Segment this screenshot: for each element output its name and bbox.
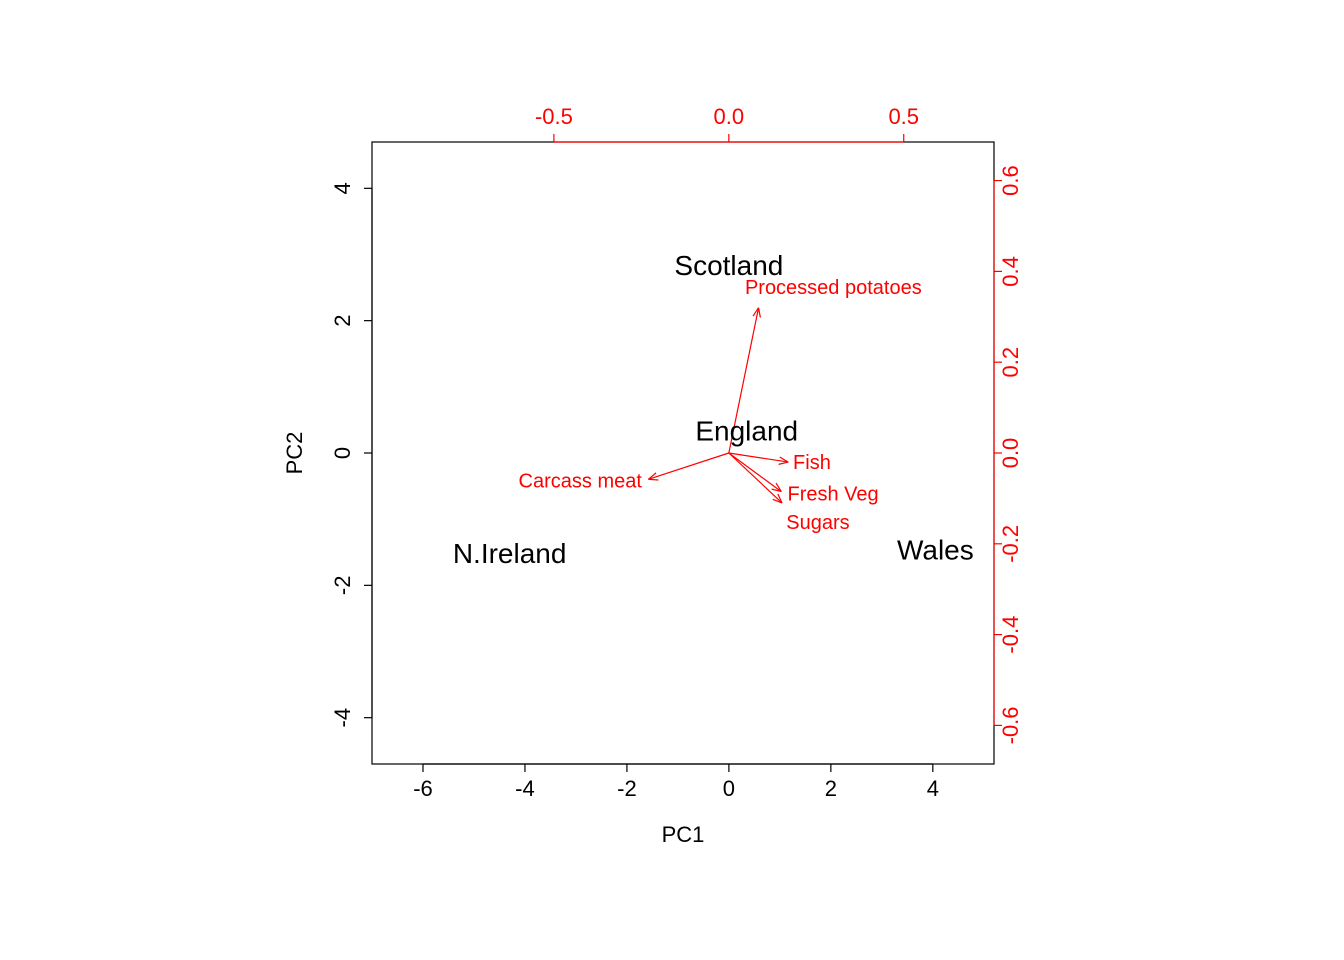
plot-box	[372, 142, 994, 764]
tick-label-right: 0.2	[998, 347, 1023, 378]
tick-label-bottom: -4	[515, 776, 535, 801]
loading-label: Fresh Veg	[788, 484, 879, 506]
tick-label-top: 0.5	[888, 104, 919, 129]
ylabel: PC2	[282, 432, 307, 475]
xlabel: PC1	[662, 822, 705, 847]
tick-label-bottom: -6	[413, 776, 433, 801]
tick-label-top: -0.5	[535, 104, 573, 129]
axis-top: -0.5 0.0 0.5	[535, 104, 919, 142]
observation-label: Wales	[897, 535, 974, 566]
tick-label-left: 0	[330, 447, 355, 459]
observation-label: Scotland	[674, 250, 783, 281]
tick-label-right: -0.2	[998, 525, 1023, 563]
tick-label-left: 4	[330, 182, 355, 194]
observation-label: England	[695, 416, 798, 447]
tick-label-bottom: 2	[825, 776, 837, 801]
observation-label: N.Ireland	[453, 538, 567, 569]
tick-label-right: 0.6	[998, 165, 1023, 196]
loading-label: Carcass meat	[519, 470, 643, 492]
axis-bottom: -6 -4 -2 0 2 4	[413, 764, 939, 801]
pca-biplot: -6-4-2024 -4-2024 -0.50.00.5 -0.6-0.4-0.…	[0, 0, 1344, 960]
tick-label-bottom: 4	[927, 776, 939, 801]
tick-label-right: -0.6	[998, 706, 1023, 744]
tick-label-right: 0.4	[998, 256, 1023, 287]
tick-label-right: -0.4	[998, 616, 1023, 654]
tick-label-top: 0.0	[714, 104, 745, 129]
tick-label-bottom: 0	[723, 776, 735, 801]
axis-right: -0.6 -0.4 -0.2 0.0 0.2 0.4 0.6	[994, 165, 1023, 744]
tick-label-left: 2	[330, 315, 355, 327]
axis-left: -4 -2 0 2 4	[330, 182, 372, 727]
tick-label-left: -2	[330, 576, 355, 596]
tick-label-left: -4	[330, 708, 355, 728]
tick-label-right: 0.0	[998, 438, 1023, 469]
loading-label: Fish	[793, 452, 831, 474]
tick-label-bottom: -2	[617, 776, 637, 801]
loading-label: Sugars	[786, 512, 849, 534]
